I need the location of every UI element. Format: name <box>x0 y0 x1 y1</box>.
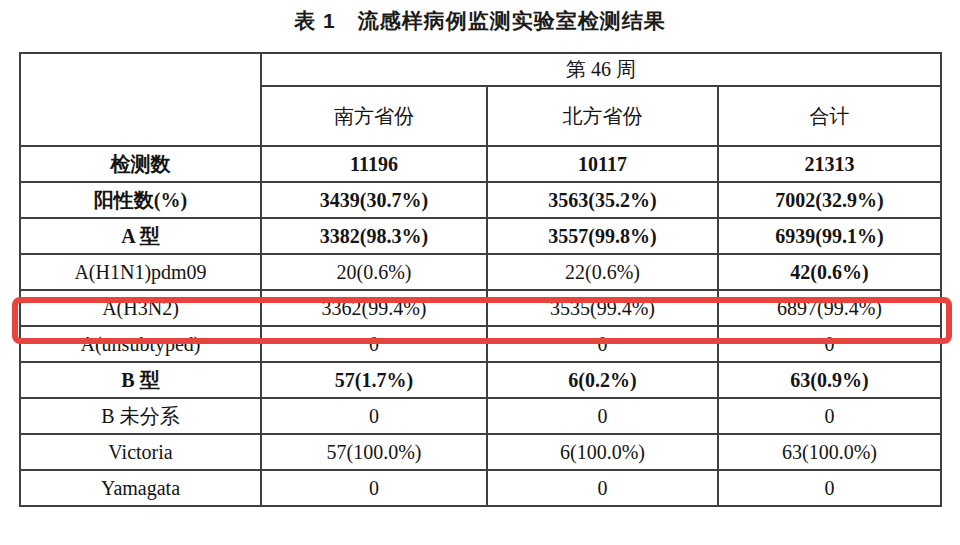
cell-value: 10117 <box>487 146 718 182</box>
cell-value: 57(100.0%) <box>261 434 487 470</box>
cell-value: 0 <box>487 398 718 434</box>
table-row: B 型 57(1.7%) 6(0.2%) 63(0.9%) <box>20 362 941 398</box>
cell-value: 42(0.6%) <box>718 254 941 290</box>
cell-value: 3439(30.7%) <box>261 182 487 218</box>
cell-value: 3535(99.4%) <box>487 290 718 326</box>
table-row: A 型 3382(98.3%) 3557(99.8%) 6939(99.1%) <box>20 218 941 254</box>
cell-value: 63(0.9%) <box>718 362 941 398</box>
cell-value: 11196 <box>261 146 487 182</box>
table-row: Yamagata 0 0 0 <box>20 470 941 506</box>
row-label: B 未分系 <box>20 398 261 434</box>
cell-value: 6897(99.4%) <box>718 290 941 326</box>
cell-value: 6939(99.1%) <box>718 218 941 254</box>
cell-value: 57(1.7%) <box>261 362 487 398</box>
cell-value: 0 <box>718 326 941 362</box>
row-label: B 型 <box>20 362 261 398</box>
cell-value: 0 <box>718 398 941 434</box>
table-row: 阳性数(%) 3439(30.7%) 3563(35.2%) 7002(32.9… <box>20 182 941 218</box>
cell-value: 3557(99.8%) <box>487 218 718 254</box>
row-label: A(H3N2) <box>20 290 261 326</box>
row-label: 阳性数(%) <box>20 182 261 218</box>
week-header-cell: 第 46 周 <box>261 53 941 86</box>
table-row: A(unsubtyped) 0 0 0 <box>20 326 941 362</box>
column-header-south: 南方省份 <box>261 86 487 146</box>
cell-value: 0 <box>487 470 718 506</box>
cell-value: 0 <box>261 326 487 362</box>
table-row-highlighted: A(H3N2) 3362(99.4%) 3535(99.4%) 6897(99.… <box>20 290 941 326</box>
table-row: 检测数 11196 10117 21313 <box>20 146 941 182</box>
flu-surveillance-table: 第 46 周 南方省份 北方省份 合计 检测数 11196 10117 2131… <box>19 52 942 507</box>
cell-value: 22(0.6%) <box>487 254 718 290</box>
cell-value: 6(100.0%) <box>487 434 718 470</box>
table-row: B 未分系 0 0 0 <box>20 398 941 434</box>
cell-value: 0 <box>718 470 941 506</box>
cell-value: 3382(98.3%) <box>261 218 487 254</box>
cell-value: 20(0.6%) <box>261 254 487 290</box>
row-label: 检测数 <box>20 146 261 182</box>
corner-cell <box>20 53 261 146</box>
row-label: A(unsubtyped) <box>20 326 261 362</box>
row-label: Yamagata <box>20 470 261 506</box>
column-header-north: 北方省份 <box>487 86 718 146</box>
cell-value: 6(0.2%) <box>487 362 718 398</box>
cell-value: 0 <box>261 470 487 506</box>
table-row: Victoria 57(100.0%) 6(100.0%) 63(100.0%) <box>20 434 941 470</box>
row-label: A 型 <box>20 218 261 254</box>
cell-value: 3563(35.2%) <box>487 182 718 218</box>
cell-value: 21313 <box>718 146 941 182</box>
cell-value: 3362(99.4%) <box>261 290 487 326</box>
cell-value: 0 <box>487 326 718 362</box>
cell-value: 0 <box>261 398 487 434</box>
column-header-total: 合计 <box>718 86 941 146</box>
table-row: A(H1N1)pdm09 20(0.6%) 22(0.6%) 42(0.6%) <box>20 254 941 290</box>
cell-value: 63(100.0%) <box>718 434 941 470</box>
table-title: 表 1 流感样病例监测实验室检测结果 <box>0 7 960 35</box>
row-label: A(H1N1)pdm09 <box>20 254 261 290</box>
cell-value: 7002(32.9%) <box>718 182 941 218</box>
row-label: Victoria <box>20 434 261 470</box>
